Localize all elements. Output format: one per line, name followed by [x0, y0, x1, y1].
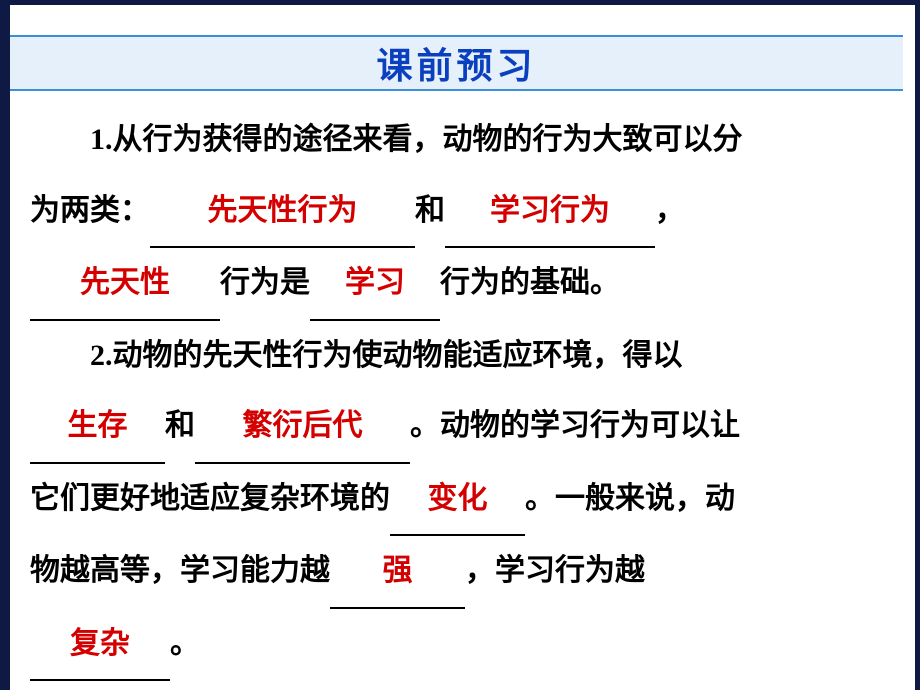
q2-line4: 物越高等，学习能力越 强 ，学习行为越: [30, 536, 890, 609]
slide-page: 课前预习 1.从行为获得的途径来看，动物的行为大致可以分 为两类：先天性行为和学…: [10, 5, 915, 690]
answer-3: 先天性: [80, 266, 170, 299]
content-area: 1.从行为获得的途径来看，动物的行为大致可以分 为两类：先天性行为和学习行为， …: [30, 105, 890, 681]
answer-6: 繁衍后代: [243, 409, 363, 442]
q2-line5: 复杂 。: [30, 609, 890, 682]
q2-text-c: 。动物的学习行为可以让: [410, 409, 740, 442]
q2-line3: 它们更好地适应复杂环境的 变化 。一般来说，动: [30, 464, 890, 537]
q2-text-d: 它们更好地适应复杂环境的: [30, 482, 390, 515]
blank-4: 学习: [310, 248, 440, 321]
question-1: 1.从行为获得的途径来看，动物的行为大致可以分: [30, 105, 890, 176]
q2-text-b: 和: [165, 409, 195, 442]
answer-2: 学习行为: [490, 194, 610, 227]
page-title: 课前预习: [376, 37, 536, 89]
q2-text-f: 物越高等，学习能力越: [30, 554, 330, 587]
blank-5: 生存: [30, 391, 165, 464]
question-2: 2.动物的先天性行为使动物能适应环境，得以: [30, 321, 890, 392]
answer-1: 先天性行为: [208, 194, 358, 227]
q1-text-f: 行为的基础。: [440, 266, 620, 299]
blank-7: 变化: [390, 464, 525, 537]
q2-line2: 生存 和 繁衍后代 。动物的学习行为可以让: [30, 391, 890, 464]
answer-4: 学习: [345, 266, 405, 299]
blank-2: 学习行为: [445, 176, 655, 249]
blank-1: 先天性行为: [150, 176, 415, 249]
q1-text-a: 1.从行为获得的途径来看，动物的行为大致可以分: [90, 123, 743, 156]
q2-text-g: ，学习行为越: [465, 554, 645, 587]
answer-9: 复杂: [70, 627, 130, 660]
blank-9: 复杂: [30, 609, 170, 682]
answer-5: 生存: [68, 409, 128, 442]
blank-8: 强: [330, 536, 465, 609]
answer-7: 变化: [428, 482, 488, 515]
q1-text-e: 行为是: [220, 266, 310, 299]
q1-line2: 为两类： 先天性行为 和 学习行为 ，: [30, 176, 890, 249]
q1-text-d: ，: [655, 194, 685, 227]
q1-line3: 先天性 行为是 学习 行为的基础。: [30, 248, 890, 321]
q2-text-e: 。一般来说，动: [525, 482, 735, 515]
q1-text-c: 和: [415, 194, 445, 227]
blank-3: 先天性: [30, 248, 220, 321]
blank-6: 繁衍后代: [195, 391, 410, 464]
q2-text-h: 。: [170, 627, 200, 660]
q1-text-b: 为两类：: [30, 194, 150, 227]
answer-8: 强: [383, 554, 413, 587]
title-banner: 课前预习: [10, 35, 903, 91]
q2-text-a: 2.动物的先天性行为使动物能适应环境，得以: [90, 339, 683, 372]
